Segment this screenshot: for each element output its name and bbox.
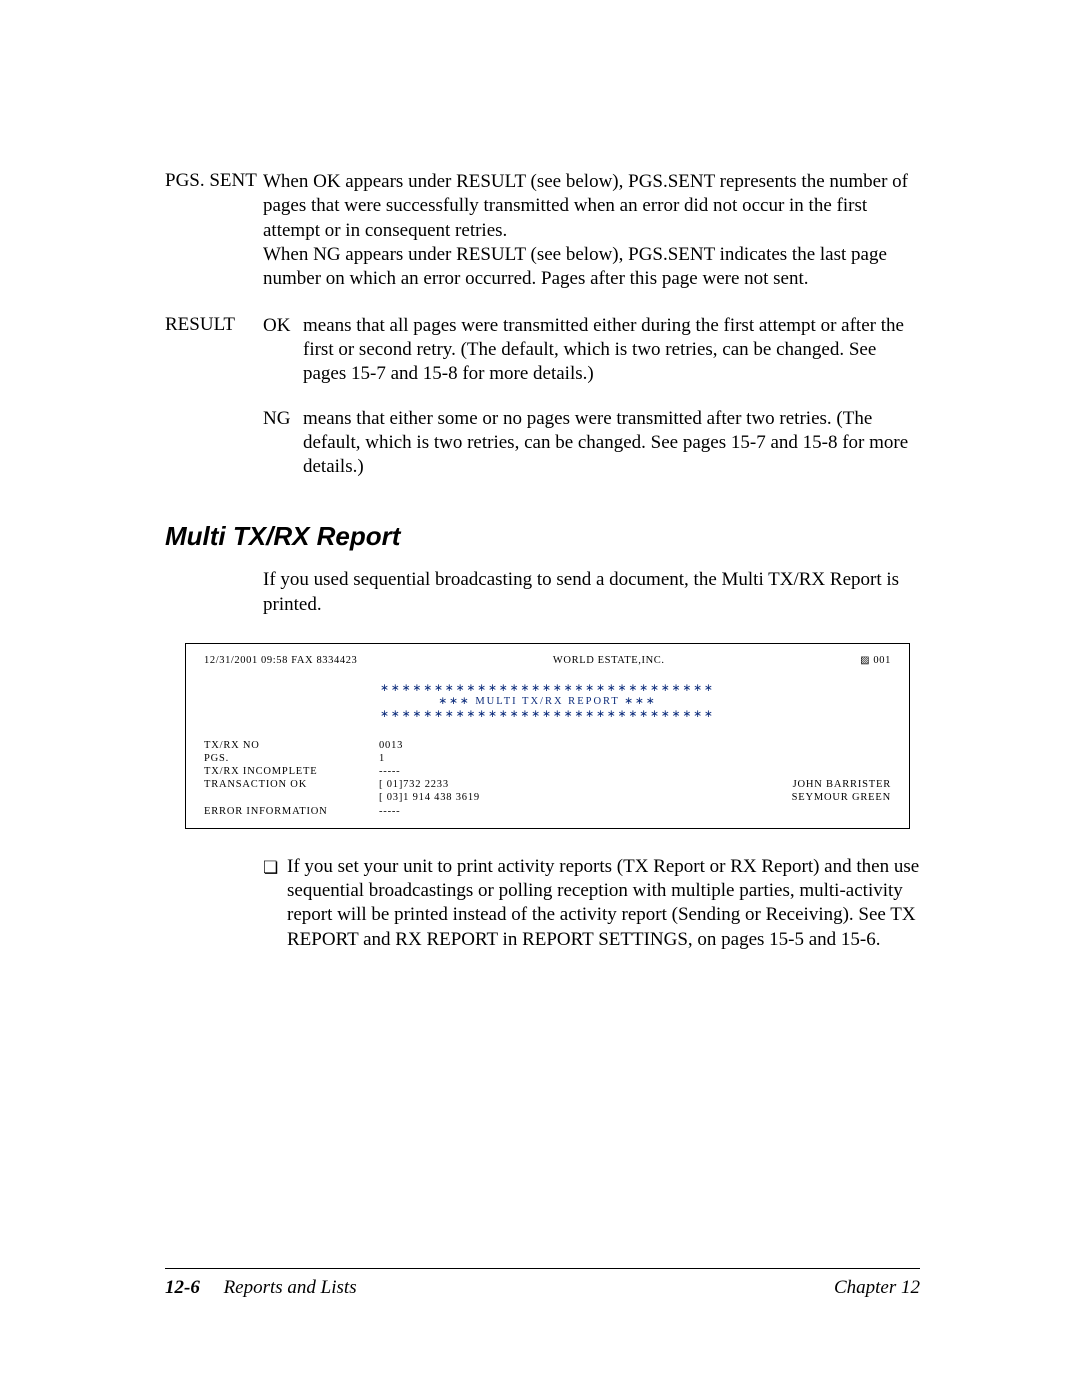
report-header-left: 12/31/2001 09:58 FAX 8334423 [204, 654, 357, 668]
report-row-label: TX/RX INCOMPLETE [204, 765, 379, 778]
section-heading: Multi TX/RX Report [165, 521, 920, 552]
report-row: [ 03]1 914 438 3619 SEYMOUR GREEN [204, 791, 891, 804]
report-row: TX/RX INCOMPLETE ----- [204, 765, 891, 778]
result-text: means that all pages were transmitted ei… [303, 314, 920, 387]
page-icon: ▨ [860, 655, 870, 666]
report-row-name: SEYMOUR GREEN [731, 791, 891, 804]
def-body: When OK appears under RESULT (see below)… [263, 170, 920, 292]
report-row-name [731, 765, 891, 778]
def-result: RESULT OK means that all pages were tran… [165, 314, 920, 500]
report-stars: ∗∗∗∗∗∗∗∗∗∗∗∗∗∗∗∗∗∗∗∗∗∗∗∗∗∗∗∗∗∗∗ [204, 708, 891, 721]
page-number: 12-6 [165, 1277, 200, 1298]
report-header-right: ▨ 001 [860, 654, 891, 668]
report-row-label: TX/RX NO [204, 739, 379, 752]
bullet-icon: ❏ [263, 855, 287, 952]
report-row-name [731, 739, 891, 752]
note-block: ❏ If you set your unit to print activity… [263, 855, 920, 952]
report-row-value: 0013 [379, 739, 731, 752]
report-sample-box: 12/31/2001 09:58 FAX 8334423 WORLD ESTAT… [185, 643, 910, 829]
note-text: If you set your unit to print activity r… [287, 855, 920, 952]
report-row-value: [ 01]732 2233 [379, 778, 731, 791]
report-rows: TX/RX NO 0013 PGS. 1 TX/RX INCOMPLETE --… [204, 739, 891, 818]
section-label: Reports and Lists [224, 1277, 357, 1298]
report-header-center: WORLD ESTATE,INC. [553, 654, 665, 668]
report-row-label [204, 791, 379, 804]
result-tag: NG [263, 407, 303, 480]
page-footer: 12-6 Reports and Lists Chapter 12 [165, 1268, 920, 1299]
report-row-value: ----- [379, 805, 731, 818]
report-title-block: ∗∗∗∗∗∗∗∗∗∗∗∗∗∗∗∗∗∗∗∗∗∗∗∗∗∗∗∗∗∗∗ ∗∗∗ MULT… [204, 682, 891, 721]
def-term: PGS. SENT [165, 170, 263, 292]
result-ng-row: NG means that either some or no pages we… [263, 407, 920, 480]
footer-right: Chapter 12 [834, 1277, 920, 1299]
page-content: PGS. SENT When OK appears under RESULT (… [0, 0, 1080, 1032]
report-header-page: 001 [870, 655, 891, 666]
report-row-name: JOHN BARRISTER [731, 778, 891, 791]
def-term: RESULT [165, 314, 263, 500]
report-row-name [731, 805, 891, 818]
report-row: TRANSACTION OK [ 01]732 2233 JOHN BARRIS… [204, 778, 891, 791]
result-text: means that either some or no pages were … [303, 407, 920, 480]
report-title: ∗∗∗ MULTI TX/RX REPORT ∗∗∗ [204, 695, 891, 708]
report-row: PGS. 1 [204, 752, 891, 765]
report-row: TX/RX NO 0013 [204, 739, 891, 752]
footer-rule [165, 1268, 920, 1269]
report-stars: ∗∗∗∗∗∗∗∗∗∗∗∗∗∗∗∗∗∗∗∗∗∗∗∗∗∗∗∗∗∗∗ [204, 682, 891, 695]
section-intro: If you used sequential broadcasting to s… [263, 568, 920, 617]
report-row-value: ----- [379, 765, 731, 778]
footer-left: 12-6 Reports and Lists [165, 1277, 357, 1299]
result-ok-row: OK means that all pages were transmitted… [263, 314, 920, 387]
report-row-label: PGS. [204, 752, 379, 765]
report-row-value: 1 [379, 752, 731, 765]
report-header: 12/31/2001 09:58 FAX 8334423 WORLD ESTAT… [204, 654, 891, 668]
report-row: ERROR INFORMATION ----- [204, 805, 891, 818]
report-row-label: ERROR INFORMATION [204, 805, 379, 818]
footer-line: 12-6 Reports and Lists Chapter 12 [165, 1277, 920, 1299]
report-row-label: TRANSACTION OK [204, 778, 379, 791]
def-body: OK means that all pages were transmitted… [263, 314, 920, 500]
result-tag: OK [263, 314, 303, 387]
report-row-value: [ 03]1 914 438 3619 [379, 791, 731, 804]
report-row-name [731, 752, 891, 765]
def-pgs-sent: PGS. SENT When OK appears under RESULT (… [165, 170, 920, 292]
